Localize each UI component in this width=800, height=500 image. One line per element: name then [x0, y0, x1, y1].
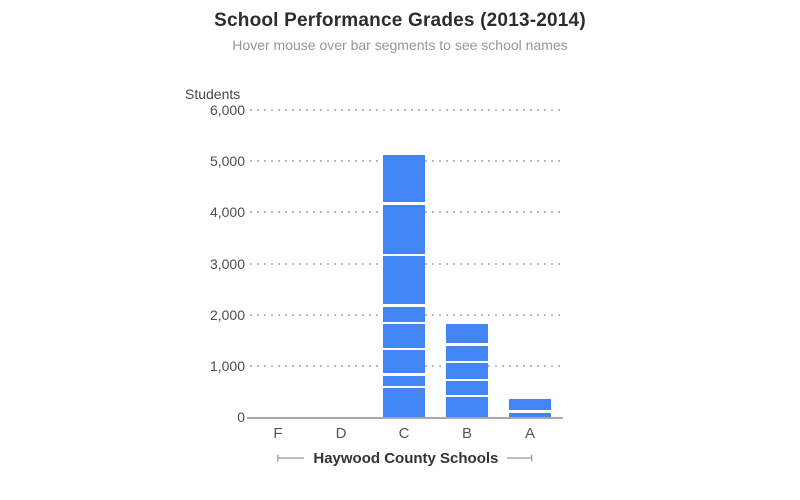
- x-tick-label: B: [461, 425, 472, 442]
- y-tick-label: 1,000: [209, 357, 245, 374]
- y-tick-label: 3,000: [209, 255, 245, 272]
- bar-segment[interactable]: [509, 398, 551, 411]
- bar-segment[interactable]: [446, 397, 488, 417]
- bar-segment[interactable]: [446, 381, 488, 395]
- x-axis-line: [247, 417, 563, 419]
- bar-segment[interactable]: [383, 324, 425, 348]
- x-tick-label: F: [273, 425, 283, 442]
- bar-segment[interactable]: [383, 256, 425, 305]
- bar-segment[interactable]: [383, 204, 425, 254]
- y-tick-label: 0: [237, 409, 245, 425]
- x-tick-label: A: [524, 425, 535, 442]
- bar-segment[interactable]: [383, 375, 425, 386]
- bar-segment[interactable]: [383, 306, 425, 322]
- bar-segment[interactable]: [446, 323, 488, 344]
- x-axis-bracket-left: [277, 454, 305, 462]
- bar-segment[interactable]: [383, 388, 425, 417]
- y-axis-title: Students: [185, 86, 241, 102]
- y-tick-label: 4,000: [209, 204, 245, 221]
- y-tick-label: 2,000: [209, 306, 245, 323]
- chart-title: School Performance Grades (2013-2014): [214, 10, 586, 31]
- x-tick-label: D: [335, 425, 347, 442]
- bar-segment[interactable]: [383, 350, 425, 374]
- x-axis-title: Haywood County Schools: [313, 449, 499, 467]
- x-axis-bracket-right: [507, 454, 533, 462]
- chart-subtitle: Hover mouse over bar segments to see sch…: [232, 37, 568, 53]
- gridline: [250, 109, 560, 111]
- y-tick-label: 5,000: [209, 153, 245, 170]
- bar-segment[interactable]: [446, 363, 488, 379]
- x-axis-title-row: Haywood County Schools: [277, 449, 533, 467]
- x-tick-label: C: [398, 425, 410, 442]
- bar-segment[interactable]: [446, 345, 488, 361]
- y-tick-label: 6,000: [209, 102, 245, 118]
- bar-segment[interactable]: [509, 412, 551, 417]
- bar-segment[interactable]: [383, 155, 425, 203]
